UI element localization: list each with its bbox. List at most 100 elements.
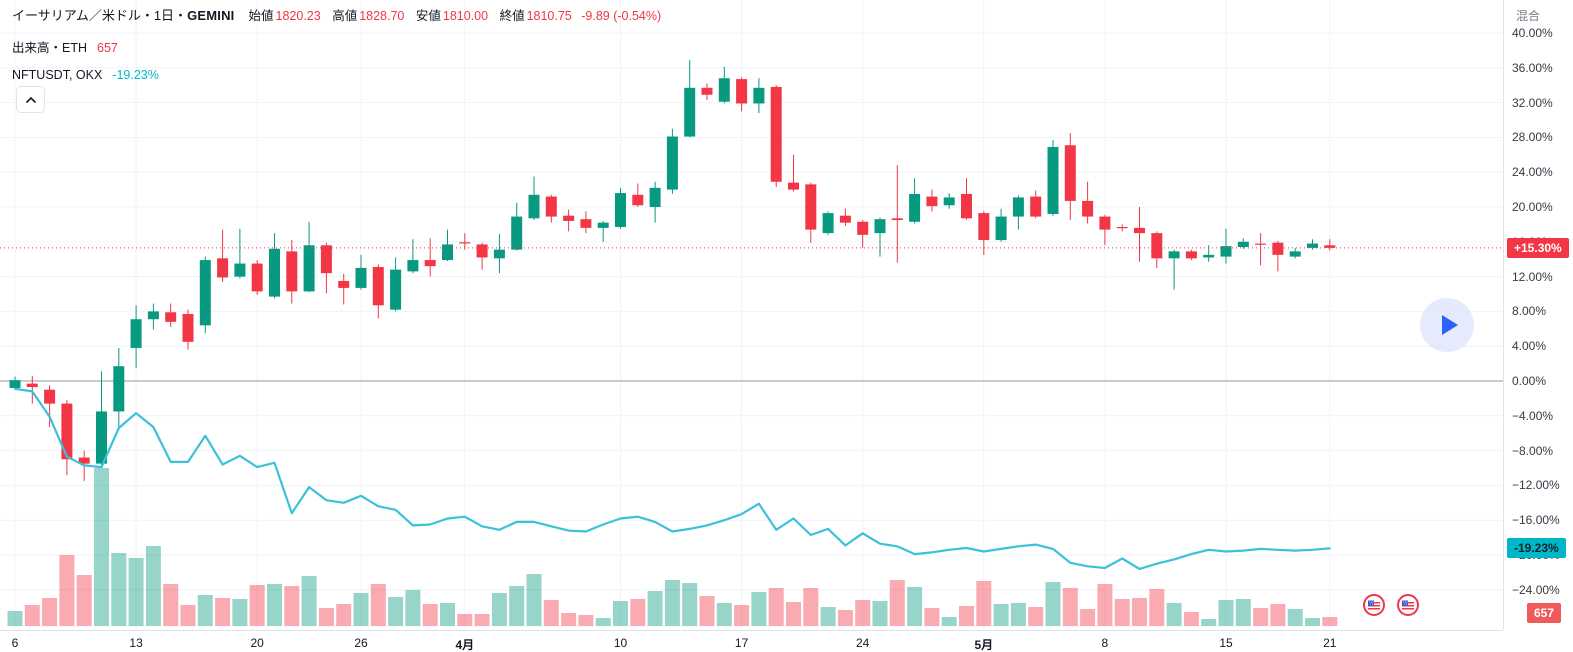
candle[interactable] [580, 219, 592, 228]
volume-bar[interactable] [267, 584, 282, 626]
volume-bar[interactable] [786, 602, 801, 626]
volume-bar[interactable] [336, 604, 352, 626]
candle[interactable] [269, 248, 280, 297]
candle[interactable] [78, 457, 90, 464]
play-button[interactable] [1420, 298, 1474, 352]
volume-bar[interactable] [1322, 617, 1338, 626]
candle[interactable] [44, 389, 56, 404]
candle[interactable] [320, 245, 332, 274]
volume-bar[interactable] [647, 591, 663, 626]
volume-bar[interactable] [526, 574, 542, 626]
volume-bar[interactable] [716, 603, 732, 626]
candle[interactable] [718, 78, 730, 102]
candle[interactable] [1082, 200, 1094, 217]
candle[interactable] [217, 258, 229, 278]
volume-bar[interactable] [1080, 609, 1096, 626]
candle[interactable] [1047, 146, 1059, 214]
volume-bar[interactable] [76, 575, 92, 626]
candle[interactable] [407, 260, 419, 272]
candle[interactable] [995, 216, 1007, 241]
volume-bar[interactable] [907, 587, 923, 626]
volume-bar[interactable] [959, 606, 974, 626]
candle[interactable] [545, 196, 557, 217]
price-scale-unit-label[interactable]: 混合 [1516, 9, 1541, 23]
candle[interactable] [926, 196, 938, 207]
candle[interactable] [1168, 251, 1180, 259]
candle[interactable] [424, 260, 436, 267]
volume-bar[interactable] [699, 596, 715, 626]
volume-bar[interactable] [111, 553, 127, 626]
volume-indicator-row[interactable]: 出来高・ETH 657 [12, 37, 661, 56]
candle[interactable] [61, 403, 73, 460]
volume-bar[interactable] [751, 592, 767, 626]
candle[interactable] [1116, 227, 1128, 229]
volume-bar[interactable] [543, 600, 559, 626]
candle[interactable] [1134, 227, 1145, 234]
volume-bar[interactable] [215, 598, 231, 626]
candle[interactable] [563, 215, 575, 221]
candle[interactable] [1030, 196, 1042, 217]
candle[interactable] [1272, 242, 1284, 255]
volume-bar[interactable] [1097, 584, 1113, 626]
volume-bar[interactable] [491, 593, 507, 626]
candle[interactable] [165, 312, 177, 322]
volume-bar[interactable] [59, 555, 75, 626]
volume-bar[interactable] [561, 613, 577, 626]
candle[interactable] [26, 383, 38, 388]
candle[interactable] [909, 193, 921, 222]
candle[interactable] [1151, 233, 1163, 259]
volume-bar[interactable] [318, 608, 334, 626]
volume-bar[interactable] [24, 605, 40, 626]
volume-bar[interactable] [353, 593, 369, 626]
candle[interactable] [788, 182, 799, 190]
candle[interactable] [511, 216, 523, 250]
volume-bar[interactable] [1201, 619, 1217, 626]
volume-bar[interactable] [249, 585, 265, 626]
volume-bar[interactable] [1166, 603, 1182, 626]
volume-bar[interactable] [128, 558, 144, 626]
candle[interactable] [1324, 245, 1336, 248]
symbol-row[interactable]: イーサリアム／米ドル・1日・ GEMINI 始値 1820.23 高値 1828.70… [12, 5, 661, 24]
nft-line[interactable] [13, 387, 1331, 571]
candle[interactable] [822, 213, 834, 234]
candle[interactable] [753, 87, 765, 104]
candle[interactable] [1307, 243, 1318, 248]
volume-bar[interactable] [976, 581, 992, 626]
candle[interactable] [701, 87, 713, 95]
candle[interactable] [615, 193, 626, 228]
volume-bar[interactable] [7, 611, 23, 626]
candle[interactable] [1203, 254, 1215, 258]
candle[interactable] [1064, 145, 1076, 201]
volume-bar[interactable] [474, 614, 490, 626]
candle[interactable] [1099, 216, 1111, 230]
volume-bar[interactable] [837, 610, 853, 626]
candle[interactable] [857, 221, 869, 235]
candle[interactable] [442, 244, 453, 261]
candle[interactable] [459, 242, 471, 244]
volume-bar[interactable] [889, 580, 905, 626]
candle[interactable] [251, 263, 263, 292]
volume-bar[interactable] [855, 600, 871, 626]
candle[interactable] [943, 197, 955, 206]
volume-bar[interactable] [388, 597, 404, 626]
volume-bar[interactable] [820, 607, 836, 626]
volume-bar[interactable] [422, 604, 438, 626]
candle[interactable] [874, 219, 886, 234]
volume-bar[interactable] [1062, 588, 1078, 626]
candle[interactable] [649, 187, 661, 207]
candle[interactable] [666, 136, 678, 190]
volume-bar[interactable] [1028, 607, 1044, 626]
candle[interactable] [770, 86, 782, 182]
candle[interactable] [891, 218, 903, 221]
candle[interactable] [736, 79, 748, 104]
candle[interactable] [96, 411, 107, 464]
volume-bar[interactable] [284, 586, 300, 626]
us-flag-event-marker[interactable] [1397, 594, 1419, 616]
volume-bar[interactable] [405, 590, 421, 626]
volume-bar[interactable] [993, 604, 1009, 626]
volume-bar[interactable] [1132, 598, 1147, 626]
candle[interactable] [1185, 251, 1197, 259]
volume-bar[interactable] [595, 618, 611, 626]
candle[interactable] [130, 319, 142, 348]
